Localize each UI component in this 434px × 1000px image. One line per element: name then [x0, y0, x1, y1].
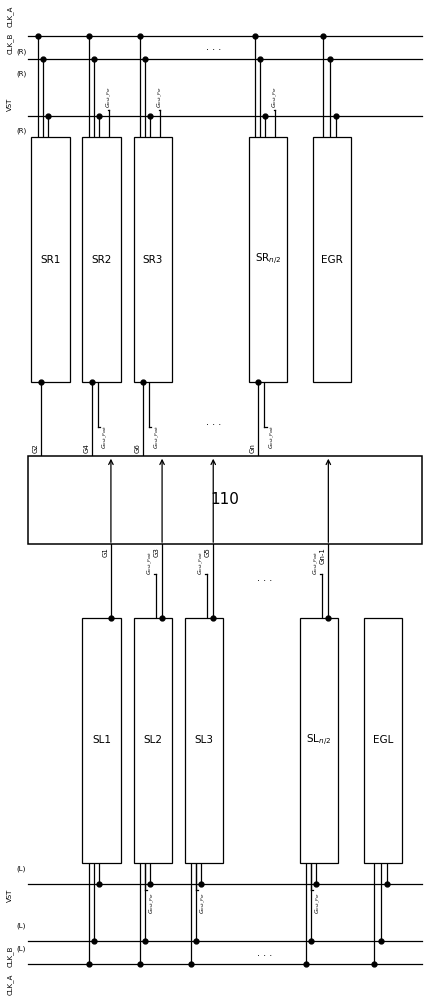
Text: . . .: . . . — [205, 417, 220, 427]
Text: G1: G1 — [102, 547, 108, 557]
Text: EGR: EGR — [320, 255, 342, 265]
Text: . . .: . . . — [256, 573, 271, 583]
Text: VST: VST — [7, 889, 13, 902]
Text: SR1: SR1 — [40, 255, 60, 265]
Bar — [184, 618, 223, 863]
Text: (L): (L) — [16, 945, 26, 952]
Text: EGL: EGL — [372, 735, 392, 745]
Text: Gn: Gn — [249, 443, 255, 453]
Bar — [28, 456, 421, 544]
Text: $G_{out}$$_{\_Post}$: $G_{out}$$_{\_Post}$ — [266, 425, 275, 449]
Text: SR$_{n/2}$: SR$_{n/2}$ — [254, 252, 280, 267]
Text: (R): (R) — [16, 48, 26, 55]
Text: CLK_A: CLK_A — [7, 973, 13, 995]
Text: $G_{out}$$_{\_Post}$: $G_{out}$$_{\_Post}$ — [195, 551, 204, 575]
Text: CLK_A: CLK_A — [7, 5, 13, 27]
Text: G4: G4 — [83, 443, 89, 453]
Text: SL2: SL2 — [143, 735, 162, 745]
Text: VST: VST — [7, 98, 13, 111]
Text: $G_{out}$$_{\_Post}$: $G_{out}$$_{\_Post}$ — [145, 551, 153, 575]
Bar — [31, 137, 69, 382]
Text: $G_{out}$$_{\_Pre}$: $G_{out}$$_{\_Pre}$ — [198, 892, 207, 914]
Bar — [299, 618, 337, 863]
Text: G5: G5 — [204, 547, 210, 557]
Bar — [133, 618, 171, 863]
Bar — [312, 137, 350, 382]
Text: $G_{out}$$_{\_Pre}$: $G_{out}$$_{\_Pre}$ — [270, 86, 278, 108]
Text: (R): (R) — [16, 71, 26, 77]
Bar — [82, 618, 121, 863]
Text: $G_{out}$$_{\_Post}$: $G_{out}$$_{\_Post}$ — [100, 425, 109, 449]
Text: $G_{out}$$_{\_Pre}$: $G_{out}$$_{\_Pre}$ — [147, 892, 155, 914]
Bar — [133, 137, 171, 382]
Bar — [248, 137, 286, 382]
Text: SR3: SR3 — [142, 255, 162, 265]
Text: $G_{out}$$_{\_Pre}$: $G_{out}$$_{\_Pre}$ — [155, 86, 164, 108]
Text: (L): (L) — [16, 866, 26, 872]
Text: CLK_B: CLK_B — [7, 946, 13, 967]
Text: (R): (R) — [16, 128, 26, 134]
Text: CLK_B: CLK_B — [7, 33, 13, 54]
Bar — [363, 618, 401, 863]
Bar — [82, 137, 121, 382]
Text: . . .: . . . — [256, 948, 271, 958]
Text: $G_{out}$$_{\_Pre}$: $G_{out}$$_{\_Pre}$ — [104, 86, 112, 108]
Text: G3: G3 — [153, 547, 159, 557]
Text: $G_{out}$$_{\_Pre}$: $G_{out}$$_{\_Pre}$ — [312, 892, 322, 914]
Text: SL$_{n/2}$: SL$_{n/2}$ — [306, 733, 331, 748]
Text: SR2: SR2 — [91, 255, 112, 265]
Text: 110: 110 — [210, 492, 239, 508]
Text: . . .: . . . — [205, 42, 220, 52]
Text: $G_{out}$$_{\_Post}$: $G_{out}$$_{\_Post}$ — [151, 425, 160, 449]
Text: SL3: SL3 — [194, 735, 213, 745]
Text: $G_{out}$$_{\_Post}$: $G_{out}$$_{\_Post}$ — [310, 551, 319, 575]
Text: (L): (L) — [16, 923, 26, 929]
Text: G2: G2 — [33, 443, 38, 453]
Text: SL1: SL1 — [92, 735, 111, 745]
Text: G6: G6 — [135, 443, 141, 453]
Text: Gn-1: Gn-1 — [319, 547, 325, 564]
